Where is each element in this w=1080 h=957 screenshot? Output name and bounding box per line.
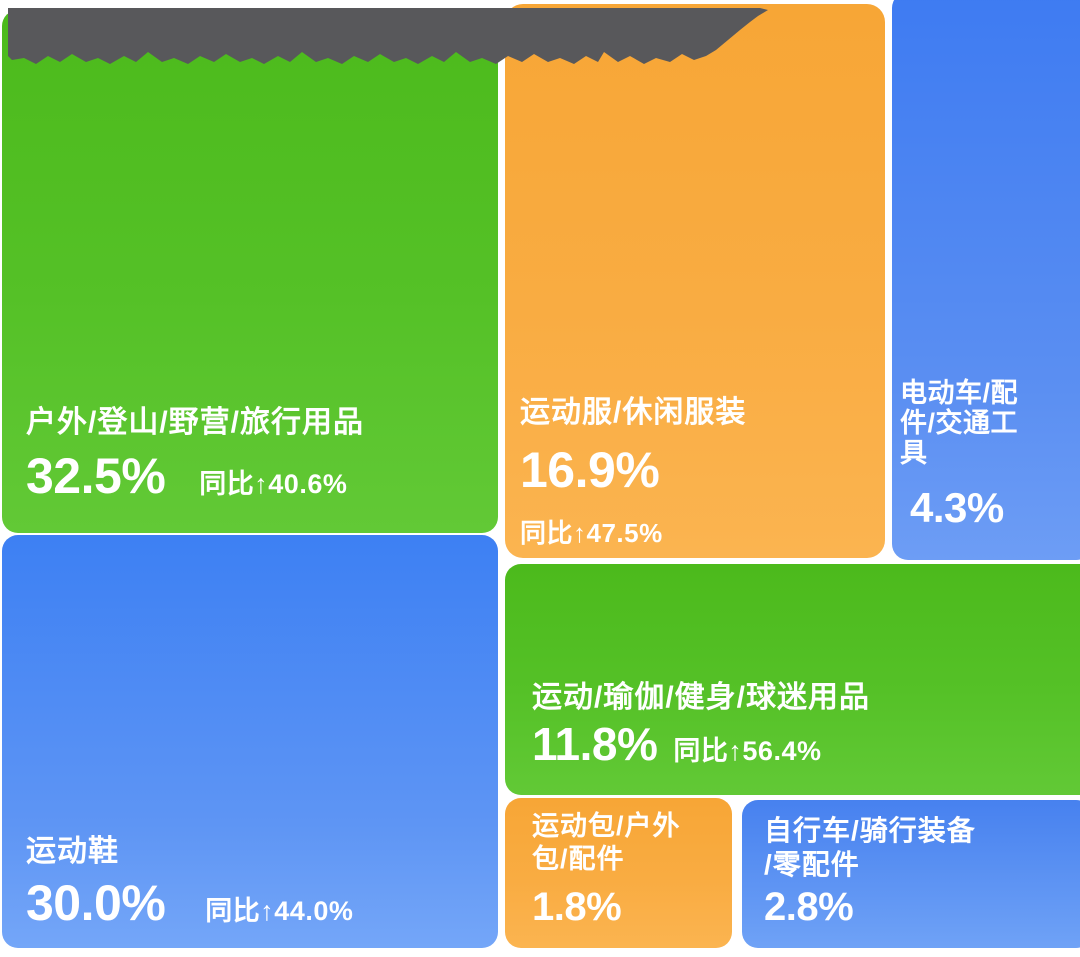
- tile-sport-outdoor-bags-accessories[interactable]: 运动包/户外 包/配件 1.8%: [505, 798, 732, 948]
- tile-text-block: 电动车/配 件/交通工 具 4.3%: [900, 378, 1060, 530]
- tile-sportswear-casualwear[interactable]: 运动服/休闲服装 16.9% 同比↑47.5%: [505, 4, 885, 558]
- tile-share-value: 30.0%: [26, 875, 166, 931]
- tile-sports-shoes[interactable]: 运动鞋 30.0% 同比↑44.0%: [2, 535, 498, 948]
- tile-share-value: 16.9%: [520, 442, 660, 498]
- tile-text-block: 运动服/休闲服装 16.9% 同比↑47.5%: [520, 394, 746, 550]
- tile-category-label: 户外/登山/野营/旅行用品: [26, 406, 365, 439]
- tile-text-block: 运动/瑜伽/健身/球迷用品 11.8% 同比↑56.4%: [532, 680, 870, 768]
- tile-text-block: 户外/登山/野营/旅行用品 32.5% 同比↑40.6%: [26, 404, 364, 503]
- tile-category-label: 运动服/休闲服装: [520, 396, 747, 429]
- tile-category-label: 运动包/户外 包/配件: [532, 811, 681, 874]
- tile-outdoor-camping-travel[interactable]: 户外/登山/野营/旅行用品 32.5% 同比↑40.6%: [2, 10, 498, 533]
- tile-yoy-value: 同比↑44.0%: [205, 896, 354, 926]
- tile-share-value: 1.8%: [532, 885, 622, 929]
- tile-yoy-value: 同比↑56.4%: [673, 736, 822, 766]
- tile-text-block: 运动鞋 30.0% 同比↑44.0%: [26, 833, 353, 930]
- tile-text-block: 运动包/户外 包/配件 1.8%: [532, 810, 681, 928]
- tile-yoy-value: 同比↑47.5%: [520, 517, 663, 548]
- tile-text-block: 自行车/骑行装备 /零配件 2.8%: [764, 814, 976, 928]
- tile-bicycle-riding-gear-parts[interactable]: 自行车/骑行装备 /零配件 2.8%: [742, 800, 1080, 948]
- tile-share-value: 2.8%: [764, 885, 854, 929]
- tile-share-value: 4.3%: [910, 484, 1004, 531]
- tile-category-label: 运动/瑜伽/健身/球迷用品: [532, 681, 871, 714]
- tile-category-label: 运动鞋: [26, 835, 119, 868]
- tile-category-label: 电动车/配 件/交通工 具: [900, 378, 1019, 468]
- tile-ebike-accessories-transport[interactable]: 电动车/配 件/交通工 具 4.3%: [892, 0, 1080, 560]
- tile-yoy-value: 同比↑40.6%: [199, 469, 348, 499]
- tile-category-label: 自行车/骑行装备 /零配件: [764, 815, 976, 880]
- tile-share-value: 11.8%: [532, 718, 658, 770]
- tile-sports-yoga-fitness-fan[interactable]: 运动/瑜伽/健身/球迷用品 11.8% 同比↑56.4%: [505, 564, 1080, 795]
- tile-share-value: 32.5%: [26, 448, 166, 504]
